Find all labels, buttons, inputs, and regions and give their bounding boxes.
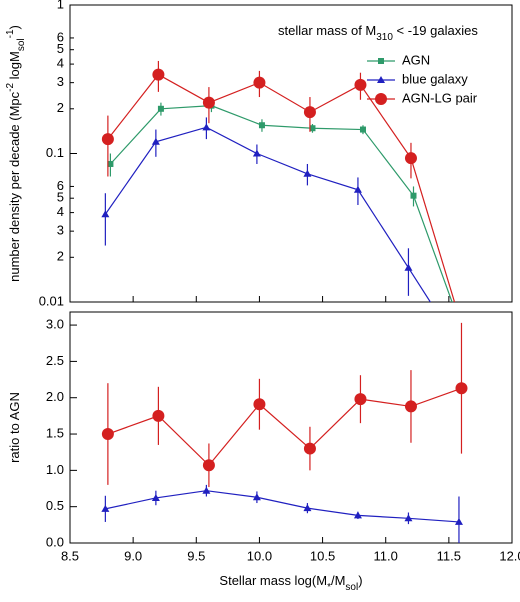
marker	[359, 126, 366, 133]
marker	[252, 493, 261, 501]
marker	[258, 122, 265, 129]
x-tick-label: 10.0	[247, 548, 272, 563]
plot-frame	[69, 4, 513, 303]
marker	[410, 192, 417, 199]
marker	[404, 263, 413, 271]
marker	[253, 398, 266, 411]
y-tick-label: 5	[57, 41, 64, 56]
marker	[107, 160, 114, 167]
text-part: logM	[7, 51, 22, 83]
series-line	[107, 387, 462, 467]
plot-frame	[69, 311, 513, 544]
marker	[202, 459, 215, 472]
series-line	[105, 490, 460, 523]
text-part: < -19 galaxies	[393, 23, 478, 38]
y-axis-label: number density per decade (Mpc-2 logMsol…	[5, 25, 27, 282]
marker	[303, 106, 316, 119]
y-tick-label: 4	[57, 204, 64, 219]
marker	[101, 210, 110, 218]
marker	[309, 125, 316, 132]
legend-marker	[378, 58, 384, 64]
marker	[303, 504, 312, 512]
y-tick-label: 6	[57, 178, 64, 193]
y-tick-label: 5	[57, 190, 64, 205]
y-tick-label: 2	[57, 100, 64, 115]
text-part: ratio to AGN	[7, 392, 22, 463]
text-part: )	[7, 25, 22, 29]
marker	[152, 409, 165, 422]
x-axis-label: Stellar mass log(M*/Msol)	[219, 573, 362, 593]
y-tick-label: 3	[57, 74, 64, 89]
marker	[101, 133, 114, 146]
text-part: -1	[5, 29, 16, 38]
y-axis-label: ratio to AGN	[7, 392, 22, 463]
text-part: )	[358, 573, 362, 588]
marker	[353, 185, 362, 193]
marker	[354, 78, 367, 91]
legend-label: blue galaxy	[402, 71, 468, 86]
marker	[202, 96, 215, 109]
marker	[151, 137, 160, 145]
y-tick-label: 0.01	[39, 293, 64, 308]
y-tick-label: 2	[57, 249, 64, 264]
annotation: stellar mass of M310 < -19 galaxies	[278, 23, 478, 43]
legend-label: AGN-LG pair	[402, 90, 478, 105]
marker	[202, 123, 211, 131]
text-part: sol	[16, 38, 27, 51]
y-tick-label: 1.0	[46, 462, 64, 477]
x-tick-label: 11.5	[437, 548, 461, 563]
marker	[404, 400, 417, 413]
x-tick-label: 8.5	[61, 548, 79, 563]
marker	[151, 493, 160, 501]
y-tick-label: 0.0	[46, 534, 64, 549]
x-tick-label: 11.0	[374, 548, 398, 563]
marker	[454, 517, 463, 525]
legend-label: AGN	[402, 52, 430, 67]
text-part: 310	[376, 32, 393, 43]
marker	[404, 514, 413, 522]
y-tick-label: 3	[57, 223, 64, 238]
text-part: number density per decade (Mpc	[7, 91, 22, 282]
y-tick-label: 4	[57, 56, 64, 71]
text-part: *	[327, 582, 331, 593]
x-tick-label: 9.5	[187, 548, 205, 563]
y-tick-label: 1	[57, 0, 64, 11]
text-part: sol	[345, 582, 358, 593]
series-line	[109, 105, 453, 302]
y-tick-label: 1.5	[46, 425, 64, 440]
text-part: Stellar mass log(M	[219, 573, 327, 588]
marker	[202, 486, 211, 494]
text-part: /M	[331, 573, 345, 588]
y-tick-label: 0.5	[46, 498, 64, 513]
legend-marker	[375, 93, 387, 105]
marker	[354, 393, 367, 406]
marker	[101, 428, 114, 441]
marker	[101, 504, 110, 512]
series-line	[107, 73, 456, 302]
text-part: -2	[5, 83, 16, 92]
marker	[253, 76, 266, 89]
marker	[353, 511, 362, 519]
series-line	[104, 126, 432, 302]
x-tick-label: 9.0	[124, 548, 142, 563]
marker	[455, 382, 468, 395]
x-tick-label: 12.0	[499, 548, 520, 563]
marker	[252, 149, 261, 157]
marker	[152, 68, 165, 81]
legend-marker	[377, 76, 385, 83]
marker	[404, 152, 417, 165]
text-part: stellar mass of M	[278, 23, 376, 38]
plot-area	[101, 60, 456, 302]
marker	[157, 105, 164, 112]
marker	[303, 169, 312, 177]
plot-area	[101, 322, 468, 543]
y-tick-label: 2.0	[46, 389, 64, 404]
y-tick-label: 2.5	[46, 353, 64, 368]
y-tick-label: 6	[57, 29, 64, 44]
y-tick-label: 0.1	[46, 145, 64, 160]
marker	[303, 442, 316, 455]
y-tick-label: 3.0	[46, 317, 64, 332]
x-tick-label: 10.5	[310, 548, 335, 563]
